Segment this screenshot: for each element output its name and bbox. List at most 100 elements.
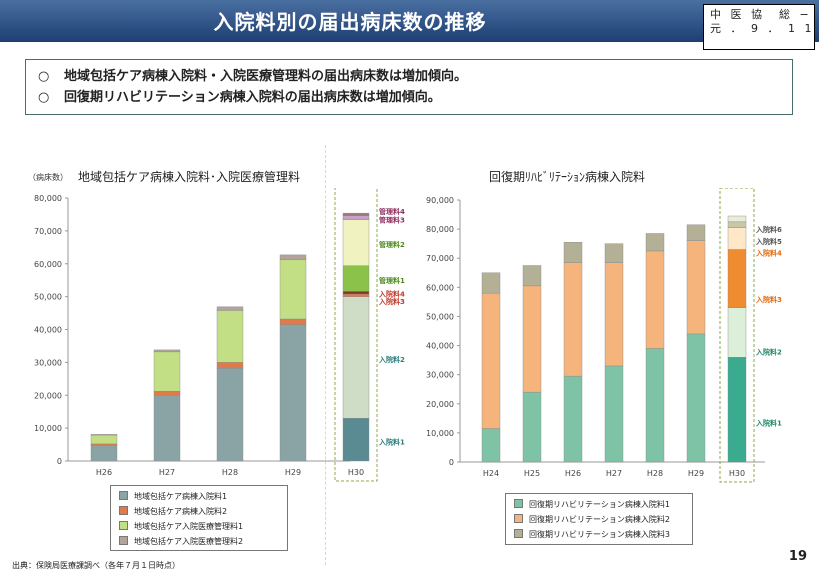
x-tick-label: H27 [159, 468, 175, 477]
bar-segment [279, 254, 307, 261]
summary-box: ○ 地域包括ケア病棟入院料・入院医療管理料の届出病床数は増加傾向。 ○ 回復期リハビ… [25, 59, 793, 115]
bar-segment [686, 240, 706, 335]
x-tick-label: H24 [483, 469, 499, 478]
h30-segment-label: 入院料6 [755, 225, 782, 234]
right-chart: 0 10,000 20,000 30,000 40,000 50,000 60,000 70,… [426, 188, 782, 483]
bar-segment [645, 250, 665, 349]
document-code-box: 中 医 協 総 − 1 元 ． 9 ． 1 1 [703, 4, 819, 50]
chart-divider [325, 145, 326, 565]
h30-segment-label: 入院料2 [755, 347, 782, 356]
bar-segment [727, 356, 747, 463]
left-chart-legend: 地域包括ケア病棟入院料1 地域包括ケア病棟入院料2 地域包括ケア入院医療管理料1… [110, 485, 288, 551]
legend-label: 回復期リハビリテーション病棟入院料1 [529, 500, 670, 509]
y-tick-label: 10,000 [34, 424, 62, 433]
bar-segment [90, 434, 118, 436]
bar-segment [727, 221, 747, 228]
y-axis-unit-label: （病床数） [28, 173, 68, 182]
y-tick-label: 60,000 [34, 260, 62, 269]
h30-highlight-box [334, 188, 378, 482]
legend-swatch [514, 514, 523, 523]
h30-segment-label: 入院料4 [378, 289, 405, 298]
bar-segment [481, 428, 501, 463]
bar-segment [522, 285, 542, 393]
h30-segment-label: 入院料3 [378, 297, 405, 306]
y-tick-label: 80,000 [426, 225, 454, 234]
legend-label: 地域包括ケア病棟入院料2 [134, 507, 228, 516]
bar-segment [522, 265, 542, 287]
summary-text: 地域包括ケア病棟入院料・入院医療管理料の届出病床数は増加傾向。 [64, 69, 468, 84]
legend-swatch [119, 506, 128, 515]
legend-item: 地域包括ケア入院医療管理料2 [119, 534, 279, 549]
bar-segment [686, 333, 706, 463]
bar-segment [216, 310, 244, 363]
bar-segment [153, 349, 181, 353]
legend-item: 地域包括ケア入院医療管理料1 [119, 519, 279, 534]
bar-segment [90, 434, 118, 445]
bar-segment [686, 224, 706, 241]
left-chart-title: 地域包括ケア病棟入院料･入院医療管理料 [78, 170, 301, 184]
bar-segment [481, 272, 501, 294]
y-tick-label: 70,000 [34, 227, 62, 236]
bar-segment [727, 215, 747, 223]
x-tick-label: H29 [688, 469, 704, 478]
legend-label: 地域包括ケア病棟入院料1 [134, 492, 228, 501]
page-number: 19 [788, 549, 807, 564]
legend-label: 回復期リハビリテーション病棟入院料3 [529, 530, 670, 539]
legend-label: 地域包括ケア入院医療管理料2 [134, 537, 244, 546]
legend-swatch [119, 536, 128, 545]
legend-swatch [514, 529, 523, 538]
legend-item: 地域包括ケア病棟入院料1 [119, 489, 279, 504]
bar-segment [604, 365, 624, 463]
bar-segment [342, 212, 370, 216]
summary-line: ○ 回復期リハビリテーション病棟入院料の届出病床数は増加傾向。 [38, 87, 780, 108]
bar-segment [604, 243, 624, 263]
bar-segment [563, 375, 583, 463]
bar-segment [645, 233, 665, 252]
h30-segment-label: 入院料1 [378, 437, 405, 446]
bar-segment [645, 348, 665, 463]
bar-segment [342, 215, 370, 220]
bar-segment [604, 262, 624, 367]
y-tick-label: 20,000 [34, 391, 62, 400]
legend-swatch [514, 499, 523, 508]
bar-segment [90, 445, 118, 462]
legend-item: 回復期リハビリテーション病棟入院料2 [514, 512, 684, 527]
y-tick-label: 90,000 [426, 196, 454, 205]
right-chart-title: 回復期ﾘﾊﾋﾞﾘﾃｰｼｮﾝ病棟入院料 [489, 170, 646, 184]
y-tick-label: 0 [57, 457, 62, 466]
bar-segment [727, 227, 747, 250]
bullet-icon: ○ [38, 90, 50, 105]
legend-swatch [119, 491, 128, 500]
bar-segment [153, 395, 181, 462]
summary-line: ○ 地域包括ケア病棟入院料・入院医療管理料の届出病床数は増加傾向。 [38, 66, 780, 87]
y-tick-label: 60,000 [426, 283, 454, 292]
h30-segment-label: 入院料3 [755, 295, 782, 304]
y-tick-label: 40,000 [34, 326, 62, 335]
y-tick-label: 30,000 [34, 358, 62, 367]
y-tick-label: 70,000 [426, 254, 454, 263]
title-bar: 入院料別の届出病床数の推移 [0, 0, 819, 42]
document-code-line-1: 中 医 協 総 − 1 [710, 8, 819, 21]
bar-segment [727, 307, 747, 358]
h30-segment-label: 管理料3 [379, 215, 405, 224]
x-tick-label: H30 [729, 469, 745, 478]
bar-segment [342, 293, 370, 297]
x-tick-label: H27 [606, 469, 622, 478]
x-tick-label: H28 [647, 469, 663, 478]
page-title: 入院料別の届出病床数の推移 [213, 10, 487, 34]
right-chart-legend: 回復期リハビリテーション病棟入院料1 回復期リハビリテーション病棟入院料2 回復… [505, 493, 693, 545]
bar-segment [216, 368, 244, 462]
y-tick-label: 0 [449, 458, 454, 467]
y-tick-label: 80,000 [34, 194, 62, 203]
x-tick-label: H28 [222, 468, 238, 477]
legend-item: 地域包括ケア病棟入院料2 [119, 504, 279, 519]
legend-item: 回復期リハビリテーション病棟入院料1 [514, 497, 684, 512]
y-tick-label: 40,000 [426, 342, 454, 351]
bar-segment [342, 219, 370, 266]
bar-segment [563, 242, 583, 263]
bar-segment [279, 318, 307, 325]
x-tick-label: H26 [565, 469, 581, 478]
y-tick-label: 50,000 [34, 293, 62, 302]
bar-segment [342, 291, 370, 295]
left-chart: 0 10,000 20,000 30,000 40,000 50,000 60,000 70,… [34, 188, 405, 482]
